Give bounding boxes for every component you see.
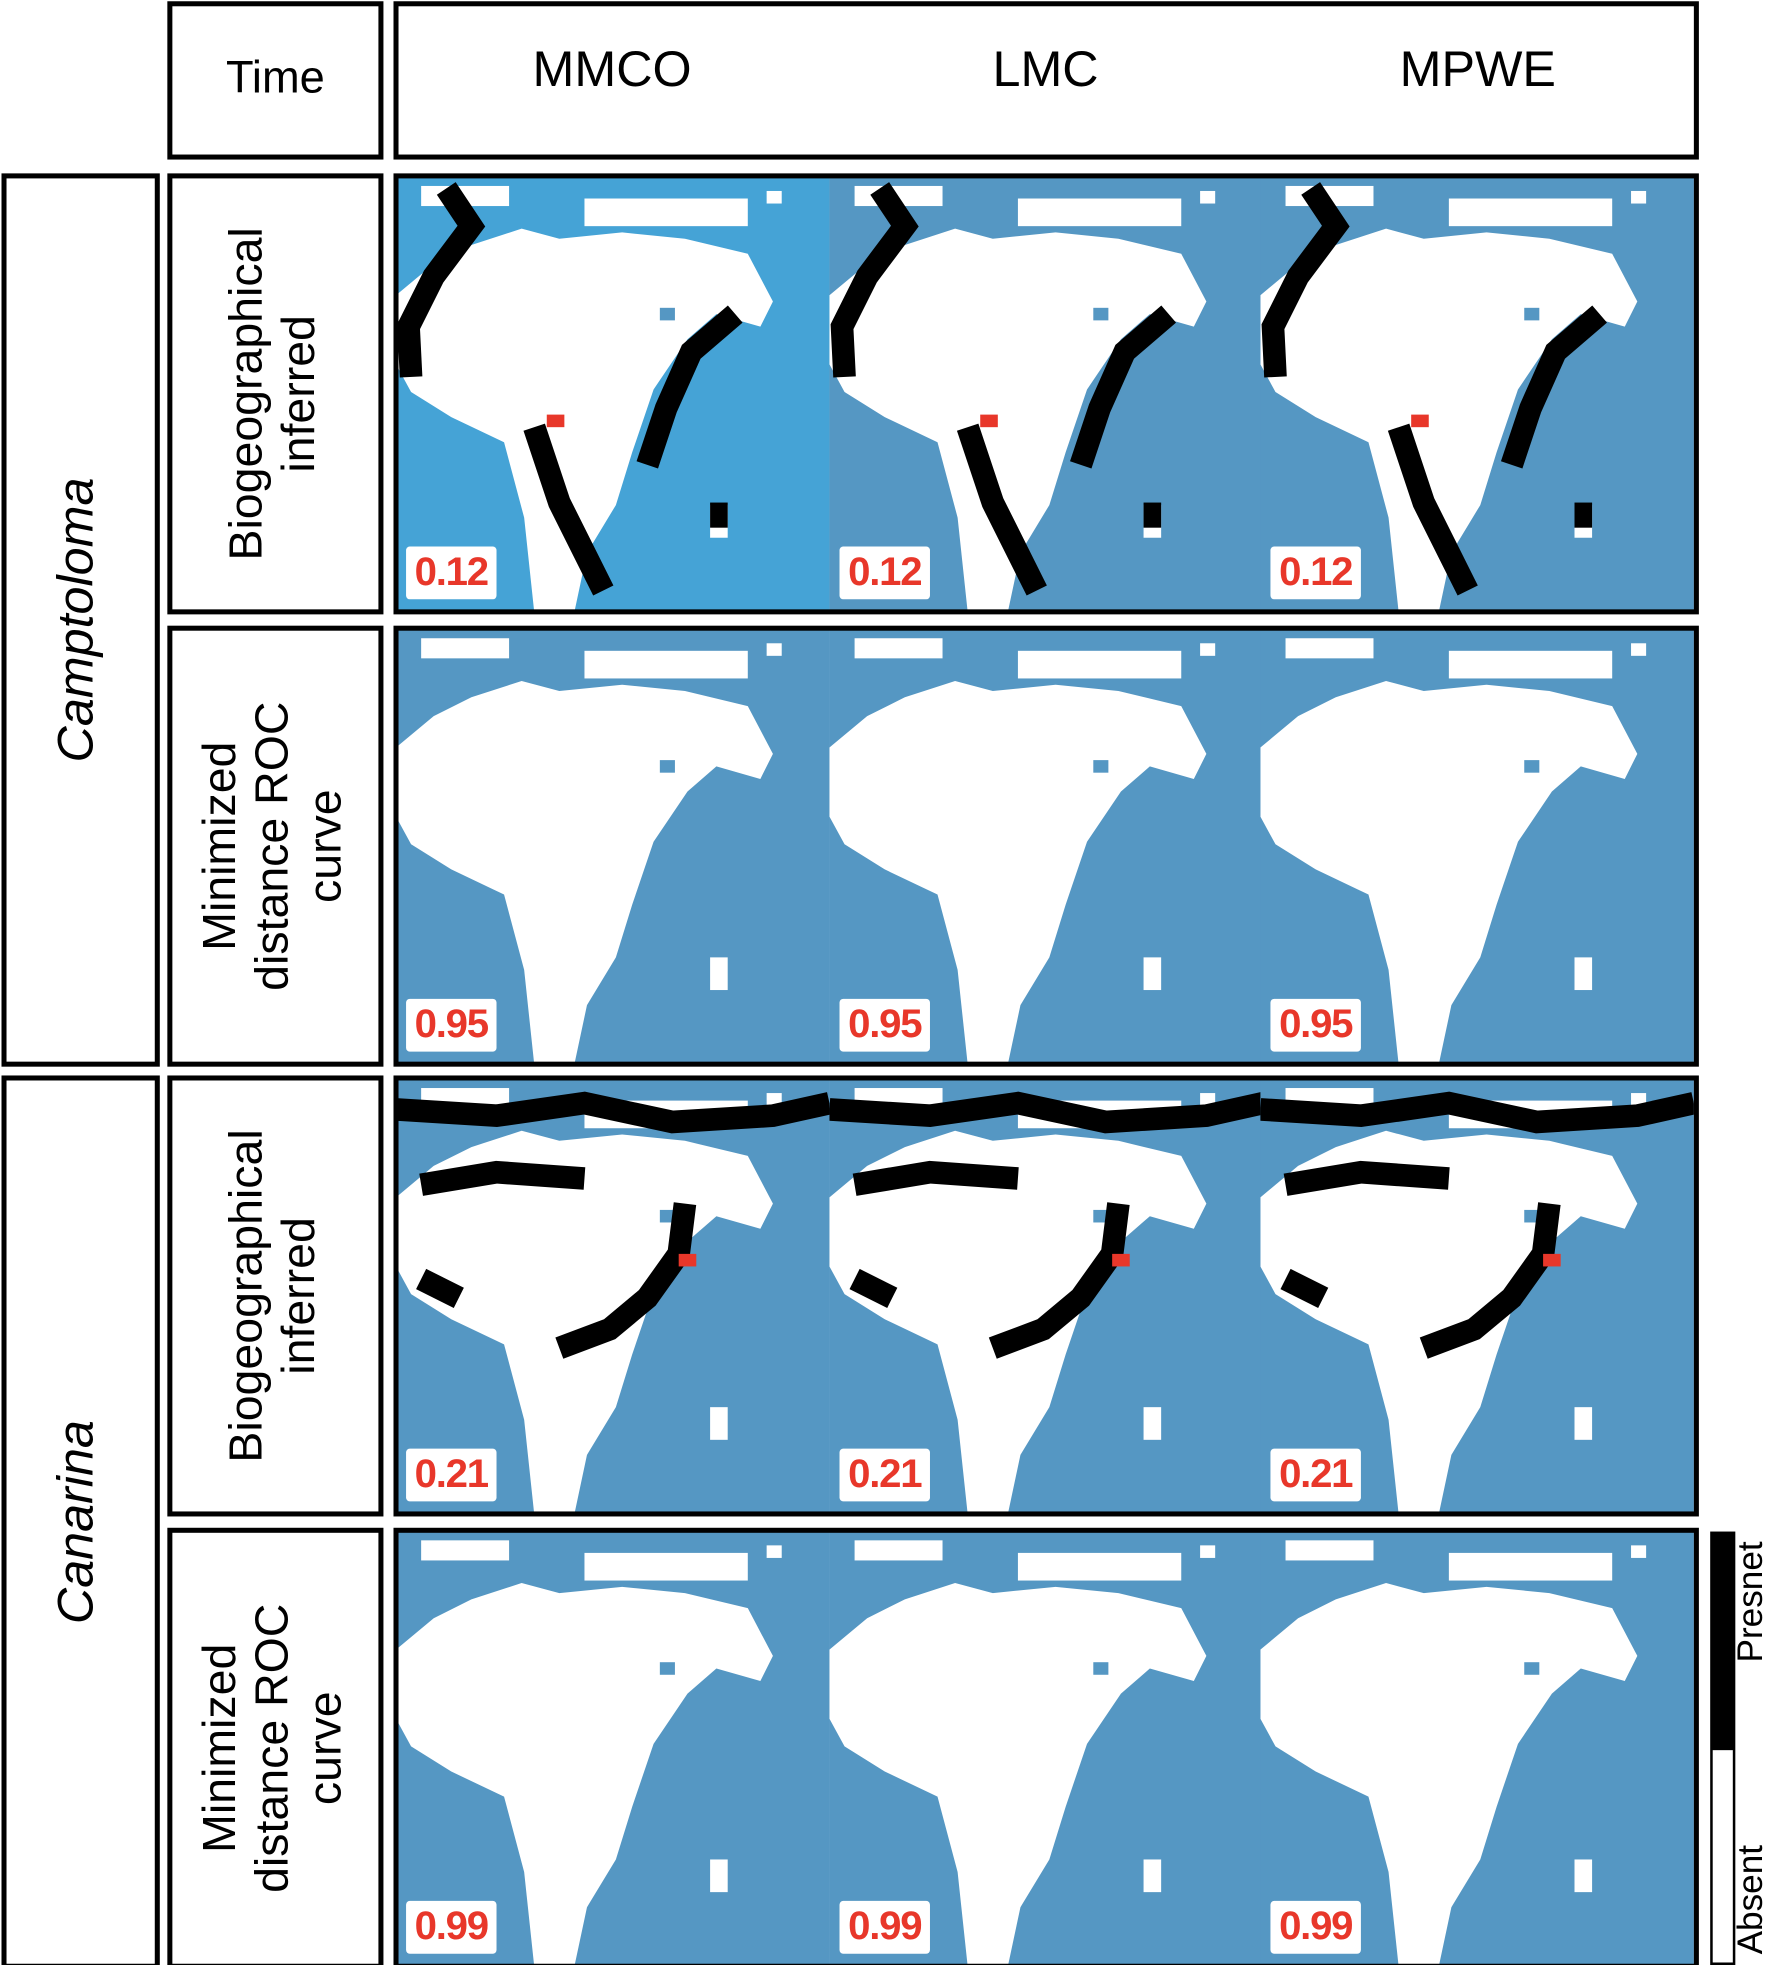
row-label-box: [167, 1527, 384, 1965]
row-label-box: [167, 173, 384, 615]
value-badge: [839, 546, 930, 600]
column-label: LMC: [993, 41, 1099, 97]
cell-value: 0.21: [415, 1451, 489, 1496]
row-label: Minimized: [193, 1644, 245, 1853]
row-label: curve: [298, 1691, 350, 1805]
cell-value: 0.99: [848, 1903, 921, 1948]
value-badge: [406, 1448, 497, 1502]
genus-box: [1, 173, 160, 1067]
genus-label: Canarina: [48, 1420, 104, 1624]
row-label: distance ROC: [246, 702, 298, 991]
cell-value: 0.21: [1279, 1451, 1353, 1496]
row-label-box: [167, 1075, 384, 1517]
row-label: distance ROC: [246, 1604, 298, 1893]
legend-bar: [1710, 1531, 1736, 1965]
row-label-box: [167, 625, 384, 1067]
value-badge: [406, 546, 497, 600]
value-badge: [839, 1448, 930, 1502]
value-badge: [406, 998, 497, 1052]
legend-present-label: Presnet: [1731, 1541, 1770, 1662]
cell-value: 0.12: [1279, 549, 1352, 594]
row-label: inferred: [272, 315, 324, 473]
cell-value: 0.99: [415, 1903, 488, 1948]
map-row-box: [393, 173, 1699, 615]
value-badge: [839, 998, 930, 1052]
column-label: MPWE: [1400, 41, 1556, 97]
row-label: inferred: [272, 1217, 324, 1375]
map-row-box: [393, 625, 1699, 1067]
genus-box: [1, 1075, 160, 1965]
value-badge: [1270, 1448, 1361, 1502]
cell-value: 0.21: [848, 1451, 922, 1496]
column-label: MMCO: [533, 41, 692, 97]
value-badge: [1270, 546, 1361, 600]
legend-present: [1711, 1532, 1735, 1751]
map-row-box: [393, 1527, 1699, 1965]
value-badge: [1270, 1900, 1361, 1954]
value-badge: [839, 1900, 930, 1954]
row-label: Biogeographical: [219, 227, 271, 560]
cell-value: 0.12: [415, 549, 488, 594]
row-label: curve: [298, 789, 350, 903]
legend-absent-label: Absent: [1731, 1845, 1770, 1955]
cell-value: 0.95: [1279, 1001, 1353, 1046]
cell-value: 0.95: [848, 1001, 922, 1046]
cell-value: 0.12: [848, 549, 921, 594]
value-badge: [406, 1900, 497, 1954]
row-label: Biogeographical: [219, 1129, 271, 1462]
cell-value: 0.95: [415, 1001, 489, 1046]
cell-value: 0.99: [1279, 1903, 1352, 1948]
header-box: [393, 1, 1699, 160]
value-badge: [1270, 998, 1361, 1052]
row-label: Minimized: [193, 742, 245, 951]
time-label: Time: [226, 51, 325, 102]
genus-label: Camptoloma: [48, 478, 104, 763]
map-row-box: [393, 1075, 1699, 1517]
time-box: [167, 1, 384, 160]
